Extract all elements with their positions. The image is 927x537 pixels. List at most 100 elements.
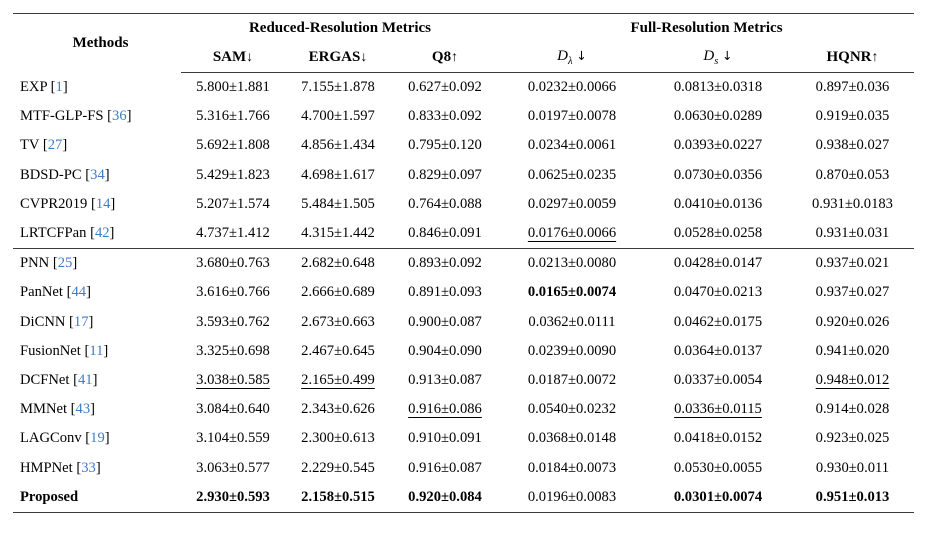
citation-link[interactable]: 42	[94, 225, 110, 242]
method-name: FusionNet	[20, 342, 81, 359]
value-cell: 2.229±0.545	[301, 459, 375, 476]
value-cell: 3.038±0.585	[196, 371, 270, 388]
citation-link[interactable]: 33	[81, 459, 96, 476]
column-header-sam: SAM↓	[181, 43, 285, 73]
value-cell: 2.300±0.613	[301, 430, 375, 447]
method-name: PNN	[20, 255, 50, 272]
citation-link[interactable]: 44	[71, 284, 87, 301]
value-cell: 0.910±0.091	[408, 430, 482, 447]
metric-header-row: SAM↓ ERGAS↓ Q8↑ Dλ ↓ Ds ↓ HQNR↑	[13, 43, 914, 73]
method-name: CVPR2019	[20, 195, 88, 212]
table-row: TV [27] 5.692±1.808 4.856±1.434 0.795±0.120…	[13, 131, 914, 160]
citation-link[interactable]: 41	[77, 371, 93, 388]
method-name: DiCNN	[20, 313, 66, 330]
citation-link[interactable]: 43	[75, 401, 91, 418]
value-cell: 4.856±1.434	[301, 137, 375, 154]
value-cell: 5.316±1.766	[196, 108, 270, 125]
value-cell: 0.833±0.092	[408, 108, 482, 125]
group-header-full-resolution: Full-Resolution Metrics	[499, 13, 914, 43]
table-row: DiCNN [17] 3.593±0.762 2.673±0.663 0.900±0.…	[13, 308, 914, 337]
method-cell: HMPNet [33]	[20, 459, 101, 476]
value-cell: 5.484±1.505	[301, 195, 375, 212]
value-cell: 0.0410±0.0136	[673, 195, 763, 212]
table-row: MMNet [43] 3.084±0.640 2.343±0.626 0.916±0.…	[13, 395, 914, 424]
table-row: CVPR2019 [14] 5.207±1.574 5.484±1.505 0.764…	[13, 190, 914, 219]
value-cell: 0.0234±0.0061	[527, 137, 617, 154]
value-cell: 0.941±0.020	[815, 342, 890, 359]
value-cell: 2.158±0.515	[285, 482, 391, 513]
method-cell: DiCNN [17]	[20, 313, 94, 330]
down-arrow-icon: ↓	[576, 48, 587, 63]
citation-link[interactable]: 11	[89, 342, 104, 359]
value-cell: 0.0239±0.0090	[527, 342, 617, 359]
value-cell: 5.207±1.574	[196, 195, 270, 212]
method-cell: TV [27]	[20, 137, 68, 154]
citation-link[interactable]: 25	[57, 255, 73, 272]
citation-link[interactable]: 36	[112, 108, 127, 125]
citation-link[interactable]: 14	[95, 195, 111, 212]
table-row: PanNet [44] 3.616±0.766 2.666±0.689 0.891±0…	[13, 278, 914, 307]
value-cell: 0.0530±0.0055	[673, 459, 763, 476]
value-cell: 0.931±0.0183	[812, 195, 893, 212]
table-row: LRTCFPan [42] 4.737±1.412 4.315±1.442 0.846…	[13, 219, 914, 249]
method-cell: EXP [1]	[20, 78, 68, 95]
value-cell: 0.0213±0.0080	[499, 248, 645, 279]
method-name: BDSD-PC	[20, 166, 82, 183]
value-cell: 2.343±0.626	[301, 401, 375, 418]
value-cell: 4.698±1.617	[301, 166, 375, 183]
value-cell: 0.0368±0.0148	[527, 430, 617, 447]
value-cell: 4.700±1.597	[301, 108, 375, 125]
value-cell: 0.870±0.053	[815, 166, 890, 183]
method-cell: LRTCFPan [42]	[20, 225, 115, 242]
value-cell: 0.0462±0.0175	[673, 313, 763, 330]
value-cell: 0.893±0.092	[391, 248, 499, 279]
value-cell: 0.948±0.012	[815, 371, 890, 388]
value-cell: 2.666±0.689	[301, 284, 375, 301]
value-cell: 2.467±0.645	[301, 342, 375, 359]
value-cell: 3.084±0.640	[196, 401, 270, 418]
value-cell: 0.923±0.025	[815, 430, 890, 447]
up-arrow-icon: ↑	[871, 50, 879, 65]
up-arrow-icon: ↑	[451, 50, 459, 65]
method-cell: BDSD-PC [34]	[20, 166, 110, 183]
value-cell: 0.913±0.087	[408, 371, 482, 388]
value-cell: 2.165±0.499	[301, 371, 375, 388]
value-cell: 0.897±0.036	[815, 79, 890, 96]
value-cell: 0.0730±0.0356	[673, 166, 763, 183]
value-cell: 0.0336±0.0115	[674, 401, 762, 418]
table-row: BDSD-PC [34] 5.429±1.823 4.698±1.617 0.829±…	[13, 161, 914, 190]
down-arrow-icon: ↓	[360, 50, 368, 65]
value-cell: 0.0540±0.0232	[527, 401, 617, 418]
value-cell: 0.919±0.035	[815, 108, 890, 125]
down-arrow-icon: ↓	[722, 48, 733, 63]
value-cell: 0.0418±0.0152	[673, 430, 763, 447]
citation-link[interactable]: 34	[90, 166, 105, 183]
value-cell: 0.0232±0.0066	[527, 79, 617, 96]
citation-link[interactable]: 27	[47, 137, 63, 154]
table-row: Proposed 2.930±0.593 2.158±0.515 0.920±0.08…	[13, 482, 914, 513]
value-cell: 0.0362±0.0111	[528, 313, 616, 330]
citation-link[interactable]: 17	[73, 313, 89, 330]
value-cell: 0.900±0.087	[408, 313, 482, 330]
method-cell: MTF-GLP-FS [36]	[20, 108, 132, 125]
value-cell: 0.937±0.027	[815, 284, 890, 301]
value-cell: 5.692±1.808	[196, 137, 270, 154]
citation-link[interactable]: 1	[55, 78, 63, 95]
value-cell: 0.0301±0.0074	[645, 482, 791, 513]
citation-link[interactable]: 19	[90, 430, 105, 447]
method-cell: LAGConv [19]	[20, 430, 110, 447]
value-cell: 5.429±1.823	[196, 166, 270, 183]
table-header: Methods Reduced-Resolution Metrics Full-…	[13, 13, 914, 73]
column-header-d-s: Ds ↓	[645, 43, 791, 73]
table-row: FusionNet [11] 3.325±0.698 2.467±0.645 0.90…	[13, 337, 914, 366]
method-cell: CVPR2019 [14]	[20, 195, 116, 212]
value-cell: 3.063±0.577	[196, 459, 270, 476]
value-cell: 0.627±0.092	[408, 79, 482, 96]
value-cell: 3.616±0.766	[196, 284, 270, 301]
value-cell: 3.593±0.762	[196, 313, 270, 330]
value-cell: 0.0470±0.0213	[673, 284, 763, 301]
value-cell: 0.920±0.026	[815, 313, 890, 330]
value-cell: 0.0813±0.0318	[673, 79, 763, 96]
method-cell: DCFNet [41]	[20, 371, 98, 388]
